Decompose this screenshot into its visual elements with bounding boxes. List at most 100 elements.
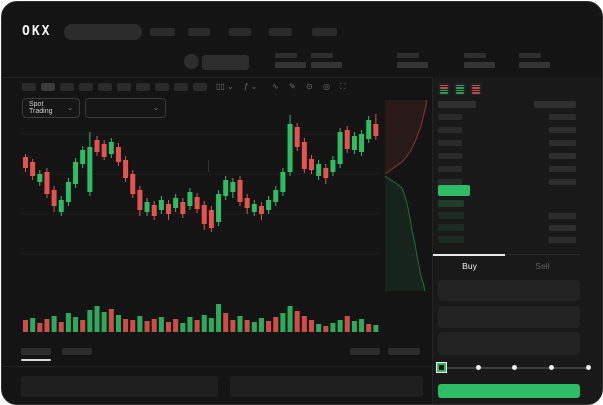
chevron-down-icon: ⌄ bbox=[153, 105, 159, 112]
timeframe-placeholder[interactable] bbox=[193, 83, 207, 91]
icon-bar bbox=[440, 92, 448, 94]
nav-item-placeholder[interactable] bbox=[150, 28, 175, 36]
depth-chart[interactable] bbox=[382, 98, 430, 292]
icon-bar bbox=[456, 92, 464, 94]
icon-bar bbox=[456, 84, 464, 86]
stat-label-placeholder bbox=[519, 53, 541, 58]
amount-slider-handle[interactable] bbox=[436, 362, 447, 373]
orderbook-header-price bbox=[438, 101, 476, 108]
volume-chart[interactable] bbox=[20, 298, 380, 332]
ask-price-placeholder[interactable] bbox=[438, 140, 462, 146]
chart-type-icon[interactable]: ▯▯ ⌄ bbox=[216, 82, 234, 91]
stat-value-placeholder bbox=[311, 62, 342, 68]
icon-bar bbox=[440, 89, 448, 91]
orderbook-panel: Buy Sell bbox=[432, 77, 602, 404]
market-type-selector[interactable]: Spot Trading ⌄ bbox=[22, 98, 80, 118]
tab-buy[interactable]: Buy bbox=[462, 261, 477, 271]
search-input[interactable] bbox=[64, 24, 142, 40]
ask-amount-placeholder[interactable] bbox=[549, 153, 576, 159]
stat-label-placeholder bbox=[464, 53, 486, 58]
price-input[interactable] bbox=[438, 280, 580, 301]
ticker-stat-placeholder bbox=[519, 53, 550, 68]
chart-toolbar: ▯▯ ⌄ ƒ ⌄ ∿ ✎ ⊙ ◎ ⛶ bbox=[2, 78, 432, 172]
ask-amount-placeholder[interactable] bbox=[549, 166, 576, 172]
ask-price-placeholder[interactable] bbox=[438, 153, 462, 159]
nav-item-placeholder[interactable] bbox=[188, 28, 210, 36]
timeframe-placeholder[interactable] bbox=[174, 83, 188, 91]
ask-price-placeholder[interactable] bbox=[438, 166, 462, 172]
orderbook-combined-view-icon[interactable] bbox=[438, 83, 450, 95]
slider-stop-dot[interactable] bbox=[512, 365, 518, 370]
history-tab-placeholder[interactable] bbox=[62, 348, 92, 355]
bid-amount-placeholder[interactable] bbox=[549, 225, 576, 231]
stat-value-placeholder bbox=[397, 62, 428, 68]
nav-item-placeholder[interactable] bbox=[312, 28, 337, 36]
ask-amount-placeholder[interactable] bbox=[549, 127, 576, 133]
market-type-label: Spot Trading bbox=[29, 101, 53, 115]
slider-stop-dot[interactable] bbox=[549, 365, 555, 370]
timeframe-placeholder[interactable] bbox=[117, 83, 131, 91]
bid-price-placeholder[interactable] bbox=[438, 200, 464, 207]
timeframe-placeholder[interactable] bbox=[136, 83, 150, 91]
bid-price-placeholder[interactable] bbox=[438, 212, 464, 219]
amount-input[interactable] bbox=[438, 306, 580, 328]
chevron-down-icon: ⌄ bbox=[67, 105, 73, 112]
footer-action-placeholder[interactable] bbox=[350, 348, 380, 355]
slider-stop-dot[interactable] bbox=[585, 365, 591, 370]
footer-action-placeholder[interactable] bbox=[388, 348, 420, 355]
market-subheader: Spot Trading ⌄ ⌄ bbox=[2, 48, 602, 118]
trade-tabs: Buy Sell bbox=[433, 254, 580, 277]
stat-value-placeholder bbox=[275, 62, 306, 68]
icon-bar bbox=[472, 87, 480, 89]
timeframe-placeholder[interactable] bbox=[41, 83, 55, 91]
ask-amount-placeholder[interactable] bbox=[549, 114, 576, 120]
orderbook-asks-only-view-icon[interactable] bbox=[470, 83, 482, 95]
slider-stop-dot[interactable] bbox=[475, 365, 481, 370]
bid-price-placeholder[interactable] bbox=[438, 224, 464, 231]
screenshot-icon[interactable]: ⊙ bbox=[306, 82, 313, 91]
ask-amount-placeholder[interactable] bbox=[549, 140, 576, 146]
nav-item-placeholder[interactable] bbox=[269, 28, 292, 36]
nav-item-placeholder[interactable] bbox=[229, 28, 251, 36]
buy-submit-button[interactable] bbox=[438, 384, 580, 398]
orderbook-bids-only-view-icon[interactable] bbox=[454, 83, 466, 95]
ask-amount-placeholder[interactable] bbox=[549, 179, 576, 185]
ask-price-placeholder[interactable] bbox=[438, 127, 462, 133]
bid-price-placeholder[interactable] bbox=[438, 236, 464, 243]
bid-amount-placeholder[interactable] bbox=[549, 237, 576, 243]
timeframe-placeholder[interactable] bbox=[60, 83, 74, 91]
price-chart[interactable] bbox=[20, 102, 380, 292]
pair-name-placeholder bbox=[202, 55, 249, 70]
line-tool-icon[interactable]: ∿ bbox=[272, 82, 279, 91]
stat-label-placeholder bbox=[275, 53, 297, 58]
timeframe-placeholder[interactable] bbox=[98, 83, 112, 91]
active-tab-indicator bbox=[433, 254, 505, 256]
orderbook-header-amount bbox=[534, 101, 576, 108]
icon-bar bbox=[456, 89, 464, 91]
ask-price-placeholder[interactable] bbox=[438, 114, 462, 120]
total-input[interactable] bbox=[438, 332, 580, 355]
pair-dropdown[interactable]: ⌄ bbox=[85, 98, 166, 118]
ticker-stat-placeholder bbox=[397, 53, 428, 68]
timeframe-placeholder[interactable] bbox=[22, 83, 36, 91]
icon-bar bbox=[440, 84, 448, 86]
settings-icon[interactable]: ◎ bbox=[323, 82, 330, 91]
icon-bar bbox=[456, 87, 464, 89]
history-tab-placeholder[interactable] bbox=[21, 348, 51, 355]
draw-tool-icon[interactable]: ✎ bbox=[289, 82, 296, 91]
timeframe-placeholder[interactable] bbox=[79, 83, 93, 91]
icon-bar bbox=[440, 87, 448, 89]
bottom-panel-left bbox=[21, 376, 218, 397]
indicators-icon[interactable]: ƒ ⌄ bbox=[244, 82, 258, 91]
last-price-badge bbox=[438, 185, 470, 196]
tab-sell[interactable]: Sell bbox=[535, 261, 550, 271]
fullscreen-icon[interactable]: ⛶ bbox=[340, 82, 346, 91]
stat-value-placeholder bbox=[519, 62, 550, 68]
ask-price-placeholder[interactable] bbox=[438, 179, 462, 185]
bid-amount-placeholder[interactable] bbox=[549, 213, 576, 219]
coin-icon bbox=[184, 54, 199, 69]
timeframe-placeholder[interactable] bbox=[155, 83, 169, 91]
ticker-stat-placeholder bbox=[464, 53, 495, 68]
icon-bar bbox=[472, 92, 480, 94]
